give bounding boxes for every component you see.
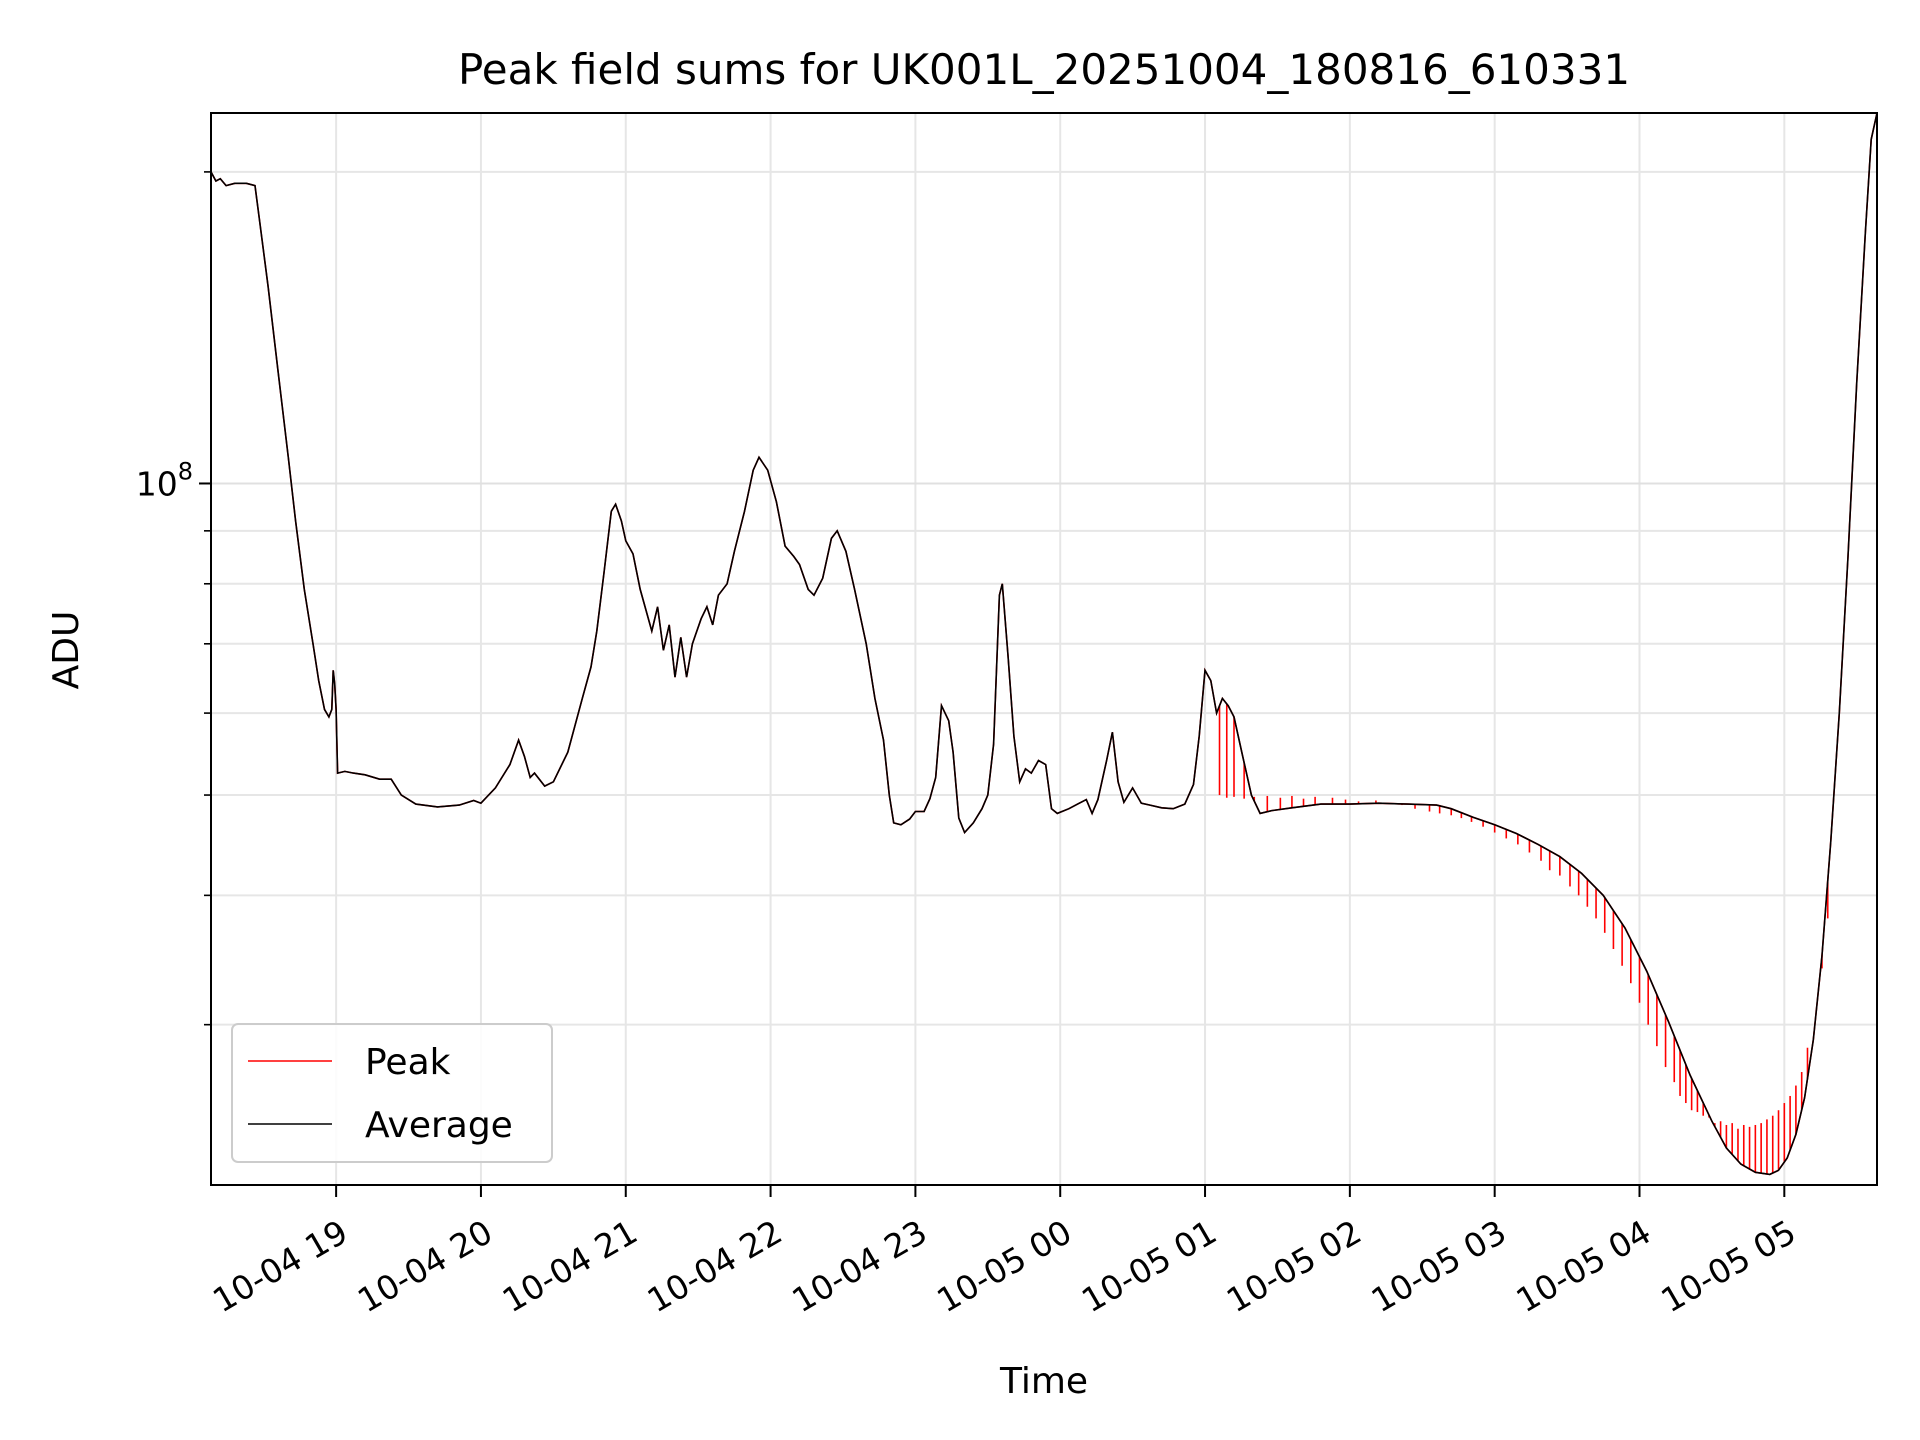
series-average-line <box>211 113 1877 1176</box>
grid <box>211 113 1877 1185</box>
legend: Peak Average <box>231 1023 553 1163</box>
y-tick-exponent: 8 <box>178 457 193 485</box>
y-tick-base: 10 <box>136 464 178 503</box>
x-axis-label: Time <box>999 1361 1088 1402</box>
y-tick-label: 108 <box>136 457 193 503</box>
plot-frame <box>210 112 1878 1186</box>
y-axis-label: ADU <box>46 611 87 690</box>
chart-title: Peak field sums for UK001L_20251004_1808… <box>458 45 1630 94</box>
plot-area <box>211 113 1877 1185</box>
legend-box <box>231 1023 553 1163</box>
series-layer <box>211 113 1877 1176</box>
legend-peak-label: Peak <box>365 1042 451 1083</box>
legend-average-label: Average <box>365 1105 513 1146</box>
